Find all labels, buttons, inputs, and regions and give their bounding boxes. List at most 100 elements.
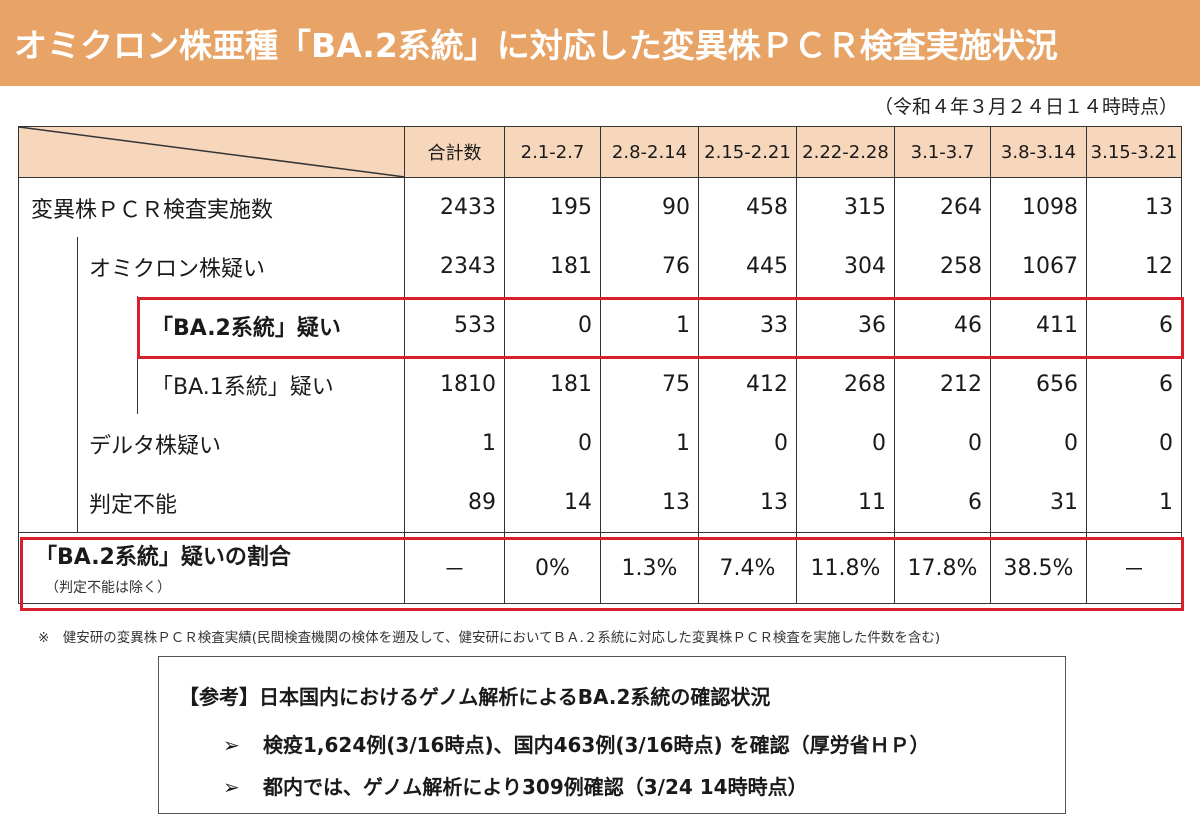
row-label: オミクロン株疑い bbox=[89, 256, 266, 282]
ratio-cell: 0% bbox=[504, 532, 601, 604]
footnote: ※ 健安研の変異株ＰＣＲ検査実績(民間検査機関の検体を遡及して、健安研においてＢ… bbox=[38, 630, 941, 646]
row-label-cell: 判定不能 bbox=[18, 473, 405, 533]
row-label-cell: 「BA.2系統」疑い bbox=[18, 296, 405, 355]
table-row: 変異株ＰＣＲ検査実施数 2433 195 90 458 315 264 1098… bbox=[18, 177, 1182, 237]
cell: 0 bbox=[504, 296, 601, 355]
cell: 12 bbox=[1086, 237, 1182, 296]
cell: 14 bbox=[504, 473, 601, 533]
cell: 36 bbox=[796, 296, 895, 355]
cell: 411 bbox=[990, 296, 1087, 355]
ratio-cell: 38.5% bbox=[990, 532, 1087, 604]
row-label: デルタ株疑い bbox=[89, 433, 222, 459]
header-corner-cell bbox=[18, 126, 405, 178]
row-label: 判定不能 bbox=[89, 492, 178, 518]
row-label: 「BA.2系統」疑い bbox=[151, 315, 341, 341]
diagonal-line bbox=[19, 127, 405, 177]
indent-line bbox=[137, 355, 138, 414]
cell: 1 bbox=[600, 296, 699, 355]
cell: 212 bbox=[894, 355, 991, 414]
cell: 75 bbox=[600, 355, 699, 414]
cell: 13 bbox=[1086, 177, 1182, 237]
cell: 13 bbox=[698, 473, 797, 533]
cell: 1 bbox=[1086, 473, 1182, 533]
cell: 195 bbox=[504, 177, 601, 237]
table-row-highlighted: 「BA.2系統」疑い 533 0 1 33 36 46 411 6 bbox=[18, 296, 1182, 355]
ratio-cell: － bbox=[1086, 532, 1182, 604]
cell: 1098 bbox=[990, 177, 1087, 237]
cell: 1067 bbox=[990, 237, 1087, 296]
reference-item: ➢ 都内では、ゲノム解析により309例確認（3/24 14時時点） bbox=[223, 771, 808, 800]
as-of-date: （令和４年３月２４日１４時時点） bbox=[873, 96, 1178, 118]
cell-total: 1 bbox=[404, 414, 505, 473]
cell: 13 bbox=[600, 473, 699, 533]
cell: 11 bbox=[796, 473, 895, 533]
ratio-cell-total: － bbox=[404, 532, 505, 604]
table-header-row: 合計数 2.1-2.7 2.8-2.14 2.15-2.21 2.22-2.28… bbox=[18, 126, 1182, 178]
reference-item: ➢ 検疫1,624例(3/16時点)、国内463例(3/16時点) を確認（厚労省… bbox=[223, 729, 930, 758]
cell-total: 2433 bbox=[404, 177, 505, 237]
header-week-6: 3.8-3.14 bbox=[990, 126, 1087, 178]
indent-line bbox=[77, 237, 78, 296]
indent-line bbox=[77, 414, 78, 473]
row-label: 変異株ＰＣＲ検査実施数 bbox=[18, 177, 405, 237]
header-total: 合計数 bbox=[404, 126, 505, 178]
header-week-2: 2.8-2.14 bbox=[600, 126, 699, 178]
header-week-5: 3.1-3.7 bbox=[894, 126, 991, 178]
row-label-cell: デルタ株疑い bbox=[18, 414, 405, 473]
ratio-cell: 17.8% bbox=[894, 532, 991, 604]
cell: 6 bbox=[894, 473, 991, 533]
cell: 1 bbox=[600, 414, 699, 473]
reference-item-text: 都内では、ゲノム解析により309例確認（3/24 14時時点） bbox=[263, 775, 808, 799]
cell: 412 bbox=[698, 355, 797, 414]
ratio-cell: 7.4% bbox=[698, 532, 797, 604]
cell: 76 bbox=[600, 237, 699, 296]
cell: 315 bbox=[796, 177, 895, 237]
page-title: オミクロン株亜種「BA.2系統」に対応した変異株ＰＣＲ検査実施状況 bbox=[14, 26, 1058, 65]
pcr-results-table: 合計数 2.1-2.7 2.8-2.14 2.15-2.21 2.22-2.28… bbox=[18, 126, 1182, 604]
header-week-1: 2.1-2.7 bbox=[504, 126, 601, 178]
row-label-cell: オミクロン株疑い bbox=[18, 237, 405, 296]
ratio-cell: 1.3% bbox=[600, 532, 699, 604]
cell-total: 89 bbox=[404, 473, 505, 533]
reference-title: 【参考】日本国内におけるゲノム解析によるBA.2系統の確認状況 bbox=[179, 685, 771, 709]
cell: 0 bbox=[698, 414, 797, 473]
indent-line bbox=[77, 296, 78, 355]
cell: 458 bbox=[698, 177, 797, 237]
arrow-bullet-icon: ➢ bbox=[223, 775, 240, 799]
header-week-7: 3.15-3.21 bbox=[1086, 126, 1182, 178]
indent-line bbox=[77, 355, 78, 414]
row-label: 「BA.1系統」疑い bbox=[151, 374, 334, 400]
cell: 0 bbox=[990, 414, 1087, 473]
table-row: デルタ株疑い 1 0 1 0 0 0 0 0 bbox=[18, 414, 1182, 473]
cell: 304 bbox=[796, 237, 895, 296]
header-week-4: 2.22-2.28 bbox=[796, 126, 895, 178]
ratio-row: 「BA.2系統」疑いの割合 （判定不能は除く） － 0% 1.3% 7.4% 1… bbox=[18, 532, 1182, 604]
cell: 268 bbox=[796, 355, 895, 414]
cell-total: 533 bbox=[404, 296, 505, 355]
ratio-label-cell: 「BA.2系統」疑いの割合 （判定不能は除く） bbox=[18, 532, 405, 604]
cell: 33 bbox=[698, 296, 797, 355]
indent-line bbox=[137, 296, 138, 355]
cell: 0 bbox=[1086, 414, 1182, 473]
header-week-3: 2.15-2.21 bbox=[698, 126, 797, 178]
cell: 445 bbox=[698, 237, 797, 296]
cell: 258 bbox=[894, 237, 991, 296]
ratio-cell: 11.8% bbox=[796, 532, 895, 604]
cell-total: 1810 bbox=[404, 355, 505, 414]
cell: 6 bbox=[1086, 355, 1182, 414]
cell: 0 bbox=[504, 414, 601, 473]
indent-line bbox=[77, 473, 78, 532]
cell: 90 bbox=[600, 177, 699, 237]
cell: 31 bbox=[990, 473, 1087, 533]
row-label-cell: 「BA.1系統」疑い bbox=[18, 355, 405, 414]
arrow-bullet-icon: ➢ bbox=[223, 733, 240, 757]
table-row: 判定不能 89 14 13 13 11 6 31 1 bbox=[18, 473, 1182, 533]
cell-total: 2343 bbox=[404, 237, 505, 296]
cell: 656 bbox=[990, 355, 1087, 414]
cell: 264 bbox=[894, 177, 991, 237]
cell: 46 bbox=[894, 296, 991, 355]
title-bar: オミクロン株亜種「BA.2系統」に対応した変異株ＰＣＲ検査実施状況 bbox=[0, 0, 1200, 86]
ratio-label: 「BA.2系統」疑いの割合 bbox=[35, 545, 291, 570]
cell: 6 bbox=[1086, 296, 1182, 355]
table-row: 「BA.1系統」疑い 1810 181 75 412 268 212 656 6 bbox=[18, 355, 1182, 414]
